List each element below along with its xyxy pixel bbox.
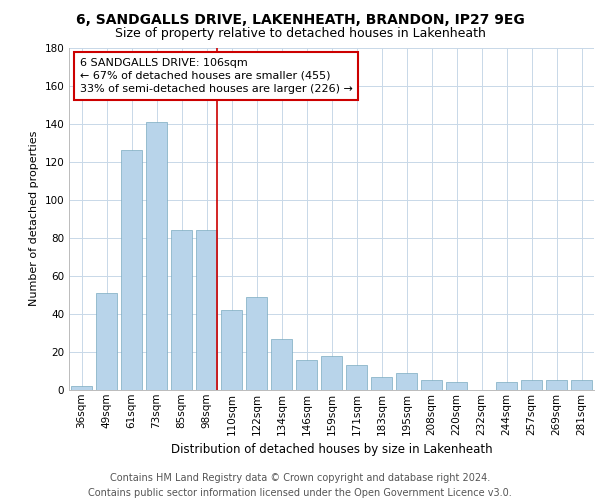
- Bar: [546, 380, 567, 390]
- Bar: [421, 380, 442, 390]
- Text: 6, SANDGALLS DRIVE, LAKENHEATH, BRANDON, IP27 9EG: 6, SANDGALLS DRIVE, LAKENHEATH, BRANDON,…: [76, 12, 524, 26]
- Text: Size of property relative to detached houses in Lakenheath: Size of property relative to detached ho…: [115, 28, 485, 40]
- Bar: [146, 122, 167, 390]
- Bar: [196, 230, 217, 390]
- Bar: [346, 366, 367, 390]
- Bar: [396, 373, 417, 390]
- Bar: [96, 293, 117, 390]
- X-axis label: Distribution of detached houses by size in Lakenheath: Distribution of detached houses by size …: [170, 443, 493, 456]
- Bar: [121, 150, 142, 390]
- Bar: [521, 380, 542, 390]
- Y-axis label: Number of detached properties: Number of detached properties: [29, 131, 39, 306]
- Bar: [571, 380, 592, 390]
- Bar: [321, 356, 342, 390]
- Bar: [221, 310, 242, 390]
- Bar: [271, 338, 292, 390]
- Bar: [446, 382, 467, 390]
- Text: Contains HM Land Registry data © Crown copyright and database right 2024.
Contai: Contains HM Land Registry data © Crown c…: [88, 472, 512, 498]
- Bar: [246, 297, 267, 390]
- Bar: [296, 360, 317, 390]
- Bar: [171, 230, 192, 390]
- Bar: [371, 376, 392, 390]
- Bar: [71, 386, 92, 390]
- Text: 6 SANDGALLS DRIVE: 106sqm
← 67% of detached houses are smaller (455)
33% of semi: 6 SANDGALLS DRIVE: 106sqm ← 67% of detac…: [79, 58, 352, 94]
- Bar: [496, 382, 517, 390]
